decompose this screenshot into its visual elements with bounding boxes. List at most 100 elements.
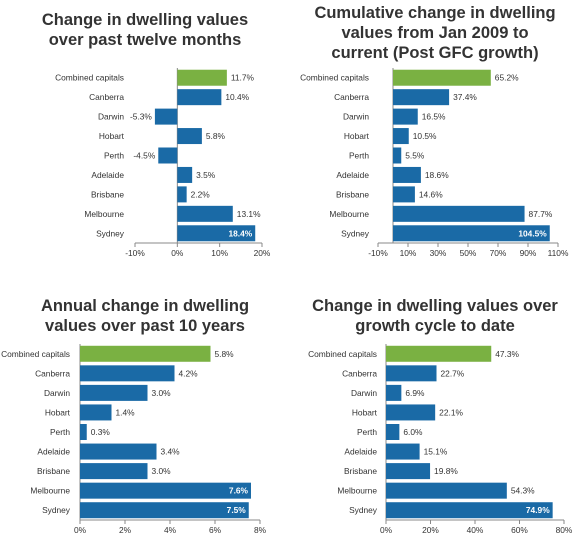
category-label: Perth (104, 151, 124, 161)
data-label: -5.3% (130, 112, 152, 122)
x-tick-label: 2% (119, 525, 132, 535)
bar (177, 69, 227, 86)
data-label: 7.6% (229, 486, 249, 496)
chart-panel-growth-cycle: Change in dwelling values over growth cy… (290, 272, 580, 545)
data-label: 6.9% (405, 388, 425, 398)
bar (386, 463, 431, 480)
x-tick-label: 70% (490, 248, 507, 258)
bar-chart: 0% 2% 4% 6% 8% Combined capitals 5.8% Canberra 4… (1, 344, 267, 535)
data-label: 10.5% (413, 131, 437, 141)
bar (80, 424, 87, 440)
data-label: 22.1% (439, 407, 463, 417)
bar-chart: 0% 20% 40% 60% 80% Combined capitals 47.3% Canb… (308, 344, 573, 535)
category-label: Hobart (344, 131, 370, 141)
x-tick-label: 110% (548, 248, 569, 258)
x-tick-label: 6% (209, 525, 222, 535)
category-label: Sydney (42, 505, 71, 515)
bar (80, 482, 251, 499)
bar (177, 89, 222, 106)
chart-panel-cumulative-post-gfc: Cumulative change in dwelling values fro… (290, 0, 580, 272)
category-label: Darwin (44, 388, 70, 398)
category-label: Canberra (342, 368, 377, 378)
category-label: Brisbane (37, 466, 70, 476)
category-label: Canberra (89, 92, 124, 102)
data-label: 5.8% (215, 349, 235, 359)
data-label: 3.4% (161, 447, 181, 457)
bar (386, 365, 437, 382)
chart-title: Change in dwelling values over growth cy… (290, 296, 580, 336)
x-tick-label: 60% (511, 525, 528, 535)
category-label: Darwin (98, 112, 124, 122)
x-tick-label: 0% (380, 525, 393, 535)
data-label: 0.3% (91, 427, 111, 437)
x-tick-label: 8% (254, 525, 267, 535)
category-label: Sydney (341, 228, 370, 238)
chart-title-line: Cumulative change in dwelling (314, 4, 556, 22)
x-tick-label: 30% (430, 248, 447, 258)
bar (177, 225, 256, 242)
x-tick-label: 40% (467, 525, 484, 535)
bar (158, 147, 178, 164)
x-tick-label: -10% (368, 248, 388, 258)
bar (393, 89, 450, 106)
chart-title-line: Change in dwelling values over (312, 297, 558, 315)
data-label: 4.2% (179, 368, 199, 378)
data-label: 87.7% (529, 209, 553, 219)
bar (80, 404, 112, 421)
data-label: 16.5% (422, 112, 446, 122)
chart-title: Change in dwelling values over past twel… (0, 10, 290, 50)
bar (80, 365, 175, 382)
bar (80, 463, 148, 480)
category-label: Canberra (334, 92, 369, 102)
data-label: 3.0% (152, 466, 172, 476)
chart-title-line: Annual change in dwelling (40, 297, 250, 315)
chart-title-line: Change in dwelling values (41, 11, 249, 29)
category-label: Canberra (35, 368, 70, 378)
data-label: 15.1% (424, 447, 448, 457)
chart-title-line: values over past 10 years (45, 317, 245, 335)
data-label: 19.8% (434, 466, 458, 476)
bar-chart: -10% 0% 10% 20% Combined capitals 11.7% Canber… (55, 68, 271, 258)
bar (386, 502, 553, 519)
data-label: -4.5% (133, 151, 155, 161)
chart-title-line: values from Jan 2009 to (341, 24, 529, 42)
data-label: 10.4% (225, 92, 249, 102)
bar (177, 186, 187, 203)
data-label: 6.0% (403, 427, 423, 437)
data-label: 47.3% (495, 349, 519, 359)
category-label: Combined capitals (1, 349, 70, 359)
data-label: 7.5% (227, 505, 247, 515)
category-label: Adelaide (344, 447, 377, 457)
category-label: Perth (349, 151, 369, 161)
bar (80, 443, 157, 460)
data-label: 1.4% (116, 407, 136, 417)
bar (393, 69, 491, 86)
data-label: 104.5% (518, 228, 547, 238)
category-label: Hobart (99, 131, 125, 141)
category-label: Combined capitals (308, 349, 377, 359)
bar (386, 404, 436, 421)
category-label: Darwin (351, 388, 377, 398)
category-label: Perth (357, 427, 377, 437)
category-label: Perth (50, 427, 70, 437)
category-label: Melbourne (337, 486, 377, 496)
category-label: Combined capitals (55, 73, 124, 83)
category-label: Brisbane (336, 189, 369, 199)
x-tick-label: 90% (520, 248, 537, 258)
data-label: 22.7% (441, 368, 465, 378)
x-tick-label: 20% (422, 525, 439, 535)
data-label: 2.2% (191, 189, 211, 199)
bar (393, 205, 525, 222)
chart-title: Annual change in dwelling values over pa… (0, 296, 290, 336)
bar (393, 128, 409, 145)
bar (386, 345, 492, 362)
chart-title-line: growth cycle to date (355, 317, 515, 335)
bar (80, 384, 148, 401)
data-label: 3.5% (196, 170, 216, 180)
data-label: 65.2% (495, 73, 519, 83)
bar (386, 482, 507, 499)
chart-title-line: over past twelve months (48, 31, 242, 49)
data-label: 3.0% (152, 388, 172, 398)
bar (80, 345, 211, 362)
bar (393, 147, 402, 164)
